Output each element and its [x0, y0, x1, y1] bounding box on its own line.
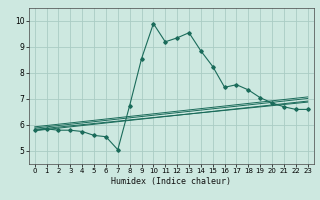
X-axis label: Humidex (Indice chaleur): Humidex (Indice chaleur)	[111, 177, 231, 186]
